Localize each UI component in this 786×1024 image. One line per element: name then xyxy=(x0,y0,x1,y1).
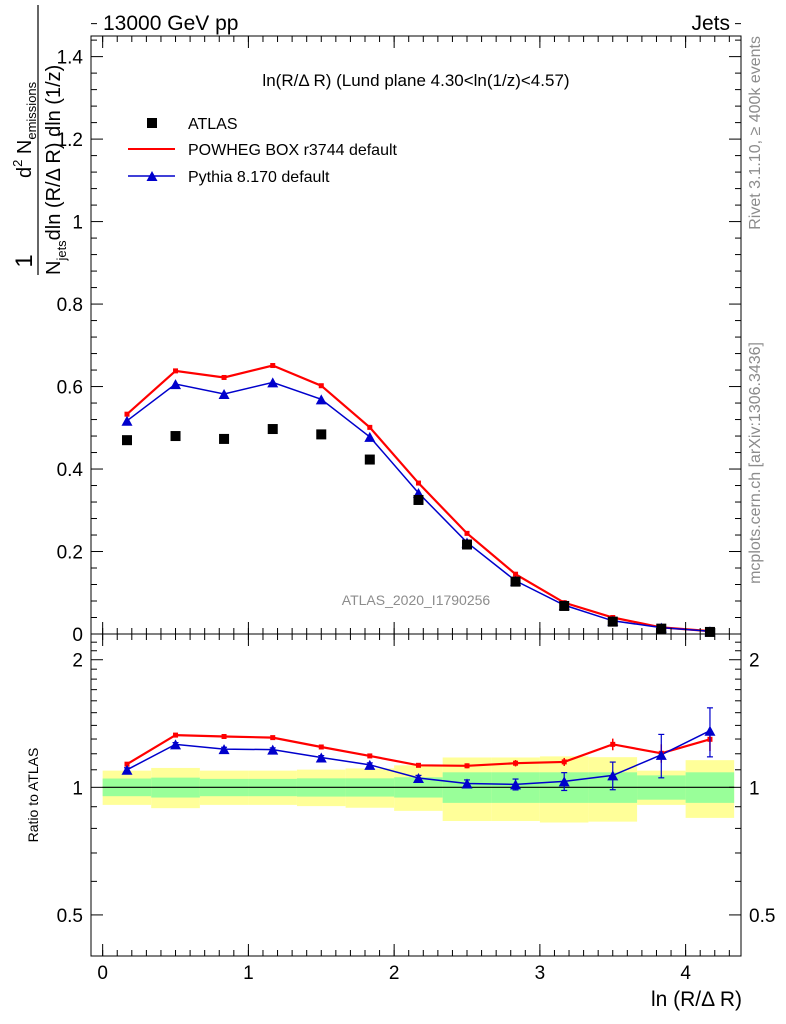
powheg-point xyxy=(513,571,519,577)
main-ytick-label: 1 xyxy=(72,213,83,234)
atlas-point xyxy=(704,626,715,637)
legend-pythia-label: Pythia 8.170 default xyxy=(188,169,330,186)
atlas-point xyxy=(121,435,132,446)
ratio-powheg-point xyxy=(270,735,276,741)
energy-label: 13000 GeV pp xyxy=(103,12,238,35)
ratio-frame xyxy=(90,633,742,957)
ratio-ytick-label-right: 1 xyxy=(749,778,760,799)
ratio-xtick-label: 1 xyxy=(243,963,254,984)
main-ytick-label: 0.6 xyxy=(57,378,83,399)
mcplots-label: mcplots.cern.ch [arXiv:1306.3436] xyxy=(747,342,764,584)
atlas-point xyxy=(267,424,278,435)
ratio-panel: 0.5 0.5 1 1 2 2 0 1 2 3 4 Ratio to ATLAS ln (R/Δ R… xyxy=(25,633,775,1011)
legend-atlas-marker xyxy=(147,118,157,128)
ratio-pythia-point xyxy=(461,778,473,789)
powheg-point xyxy=(367,424,373,430)
ratio-powheg-point xyxy=(367,753,373,759)
ratio-pythia-point xyxy=(315,752,327,763)
ylabel-numerator: d2 Nemissions xyxy=(10,81,39,178)
ratio-powheg-point xyxy=(464,763,470,769)
ylabel-denominator: Njetsdln (R/Δ R) dln (1/z) xyxy=(43,65,69,275)
ratio-pythia-point xyxy=(704,725,716,736)
atlas-point xyxy=(219,433,230,444)
ratio-ylabel: Ratio to ATLAS xyxy=(25,748,41,843)
powheg-point xyxy=(415,480,421,486)
ratio-powheg-point xyxy=(221,733,227,739)
pythia-point xyxy=(170,379,182,390)
ratio-xtick-label: 2 xyxy=(389,963,400,984)
legend-pythia-marker xyxy=(146,171,158,181)
ratio-powheg-point xyxy=(415,762,421,768)
powheg-point xyxy=(221,374,227,380)
main-ylabel: 1 d2 Nemissions Njetsdln (R/Δ R) dln (1/… xyxy=(10,5,69,275)
atlas-point xyxy=(559,600,570,611)
ratio-powheg-point xyxy=(610,741,616,747)
powheg-point xyxy=(124,411,130,417)
analysis-watermark: ATLAS_2020_I1790256 xyxy=(342,592,491,608)
ratio-pythia-point xyxy=(121,764,133,775)
legend: ATLAS POWHEG BOX r3744 default Pythia 8.… xyxy=(128,116,398,186)
pythia-point xyxy=(315,394,327,405)
main-panel: ATLAS_2020_I1790256 ln(R/Δ R) (Lund plan… xyxy=(10,5,742,646)
ratio-pythia-point xyxy=(510,779,522,790)
ratio-powheg-point xyxy=(124,761,130,767)
xlabel: ln (R/Δ R) xyxy=(651,988,742,1011)
atlas-point xyxy=(607,616,618,627)
ylabel-one: 1 xyxy=(11,254,38,267)
atlas-point xyxy=(656,623,667,634)
main-ytick-label: 1.4 xyxy=(57,48,84,69)
powheg-point xyxy=(270,363,276,369)
ratio-pythia-point xyxy=(170,739,182,750)
ratio-ytick-label-left: 0.5 xyxy=(57,906,83,927)
powheg-point xyxy=(318,383,324,389)
ratio-powheg-point xyxy=(173,732,179,738)
main-ytick-label: 0.8 xyxy=(57,295,83,316)
main-ytick-label: 0.4 xyxy=(57,460,84,481)
rivet-version-label: Rivet 3.1.10, ≥ 400k events xyxy=(747,36,764,230)
process-label: Jets xyxy=(691,12,730,35)
atlas-point xyxy=(170,431,181,442)
ratio-powheg-point xyxy=(513,760,519,766)
ratio-xtick-label: 4 xyxy=(680,963,691,984)
pythia-point xyxy=(364,431,376,442)
ratio-pythia-point xyxy=(364,759,376,770)
pythia-point xyxy=(121,415,133,426)
atlas-point xyxy=(316,429,327,440)
powheg-point xyxy=(464,530,470,536)
main-ytick-label: 1.2 xyxy=(57,130,83,151)
ratio-pythia-point xyxy=(412,772,424,783)
legend-atlas-label: ATLAS xyxy=(188,116,238,133)
ratio-ytick-label-right: 2 xyxy=(749,651,760,672)
ratio-powheg-point xyxy=(561,759,567,765)
ratio-ytick-label-left: 2 xyxy=(72,651,83,672)
ratio-powheg-point xyxy=(318,744,324,750)
ratio-pythia-point xyxy=(218,744,230,755)
ratio-xtick-label: 3 xyxy=(535,963,546,984)
ratio-pythia-point xyxy=(607,770,619,781)
legend-powheg-label: POWHEG BOX r3744 default xyxy=(188,142,398,159)
ratio-xtick-label: 0 xyxy=(97,963,108,984)
ratio-pythia-point xyxy=(558,776,570,787)
ratio-ytick-label-left: 1 xyxy=(72,778,83,799)
pythia-point xyxy=(218,388,230,399)
pythia-point xyxy=(267,377,279,388)
ratio-pythia-point xyxy=(267,744,279,755)
atlas-point xyxy=(462,539,473,550)
main-ytick-label: 0 xyxy=(72,625,83,646)
atlas-point xyxy=(364,454,375,465)
main-ytick-label: 0.2 xyxy=(57,543,83,564)
atlas-point xyxy=(413,494,424,505)
atlas-point xyxy=(510,576,521,587)
ratio-pythia-point xyxy=(655,749,667,760)
powheg-point xyxy=(173,368,179,374)
ratio-ytick-label-right: 0.5 xyxy=(749,906,775,927)
plot-title: ln(R/Δ R) (Lund plane 4.30<ln(1/z)<4.57) xyxy=(262,71,569,90)
